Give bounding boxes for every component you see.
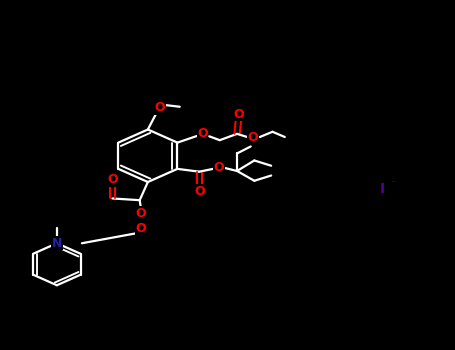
Text: O: O xyxy=(136,207,147,220)
Text: O: O xyxy=(136,222,147,235)
Text: O: O xyxy=(197,127,208,140)
Text: O: O xyxy=(233,108,244,121)
Text: O: O xyxy=(213,161,224,174)
Text: N: N xyxy=(52,237,62,250)
Text: ⁻: ⁻ xyxy=(390,179,395,189)
Text: O: O xyxy=(194,185,205,198)
Text: O: O xyxy=(155,101,166,114)
Text: O: O xyxy=(107,173,118,186)
Text: O: O xyxy=(248,131,258,144)
Text: I: I xyxy=(379,182,385,196)
